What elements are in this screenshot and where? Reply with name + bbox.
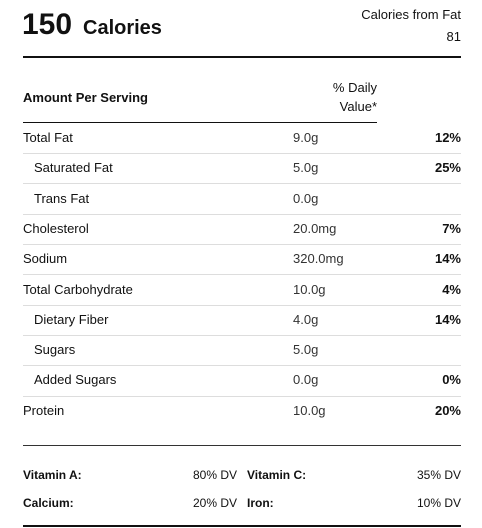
nutrient-name: Protein — [23, 402, 65, 418]
nutrient-amount: 9.0g — [293, 130, 319, 145]
calories: 150 — [22, 8, 73, 41]
row-divider — [23, 365, 461, 367]
vitamin-value: 10% DV — [416, 496, 461, 510]
nutrient-name: Dietary Fiber — [34, 311, 109, 327]
vitamin-name: Calcium: — [23, 496, 74, 510]
daily-value: 14% — [434, 251, 461, 267]
daily-value: 12% — [434, 130, 461, 145]
nutrient-name: Saturated Fat — [34, 160, 113, 176]
daily-value-header: Value* — [339, 99, 377, 114]
daily-value: 0% — [442, 372, 461, 388]
nutrient-amount: 4.0g — [293, 311, 319, 327]
nutrient-amount: 5.0g — [293, 160, 319, 176]
daily-value: 14% — [434, 311, 461, 327]
nutrient-amount: 20.0mg — [293, 220, 337, 236]
nutrient-name: Total Carbohydrate — [23, 281, 133, 297]
vitamin-value: 35% DV — [416, 468, 461, 482]
nutrient-name: Cholesterol — [23, 220, 89, 236]
divider — [23, 56, 461, 58]
vitamin-name: Vitamin C: — [247, 468, 307, 482]
row-divider — [23, 183, 461, 185]
nutrient-name: Trans Fat — [34, 190, 90, 206]
daily-value-header: % Daily — [332, 80, 377, 95]
nutrient-amount: 0.0g — [293, 372, 319, 388]
nutrient-name: Sodium — [23, 251, 68, 267]
nutrient-amount: 5.0g — [293, 342, 319, 358]
vitamin-value: 20% DV — [192, 496, 237, 510]
nutrient-amount: 10.0g — [293, 281, 326, 297]
calories-label: Calories — [83, 17, 162, 39]
daily-value: 4% — [442, 281, 461, 297]
row-divider — [23, 334, 461, 336]
row-divider — [23, 274, 461, 276]
vitamin-name: Iron: — [247, 496, 274, 510]
nutrient-name: Sugars — [34, 342, 76, 358]
nutrient-amount: 0.0g — [293, 190, 319, 206]
daily-value: 25% — [434, 160, 461, 176]
amount-per-serving: Amount Per Serving — [23, 90, 148, 105]
row-divider — [23, 395, 461, 397]
daily-value: 7% — [442, 220, 461, 236]
daily-value: 20% — [434, 402, 461, 418]
nutrient-name: Added Sugars — [34, 372, 117, 388]
nutrient-amount: 10.0g — [293, 402, 326, 418]
vitamin-value: 80% DV — [192, 468, 237, 482]
nutrient-amount: 320.0mg — [293, 251, 344, 267]
row-divider — [23, 213, 461, 215]
divider — [23, 445, 461, 446]
fat-calories: 81 — [446, 29, 461, 44]
divider — [23, 122, 377, 123]
row-divider — [23, 304, 461, 306]
row-divider — [23, 244, 461, 246]
row-divider — [23, 153, 461, 155]
nutrient-name: Total Fat — [23, 130, 73, 145]
divider — [23, 525, 461, 527]
fat-calories-label: Calories from Fat — [361, 7, 461, 22]
vitamin-name: Vitamin A: — [23, 468, 82, 482]
